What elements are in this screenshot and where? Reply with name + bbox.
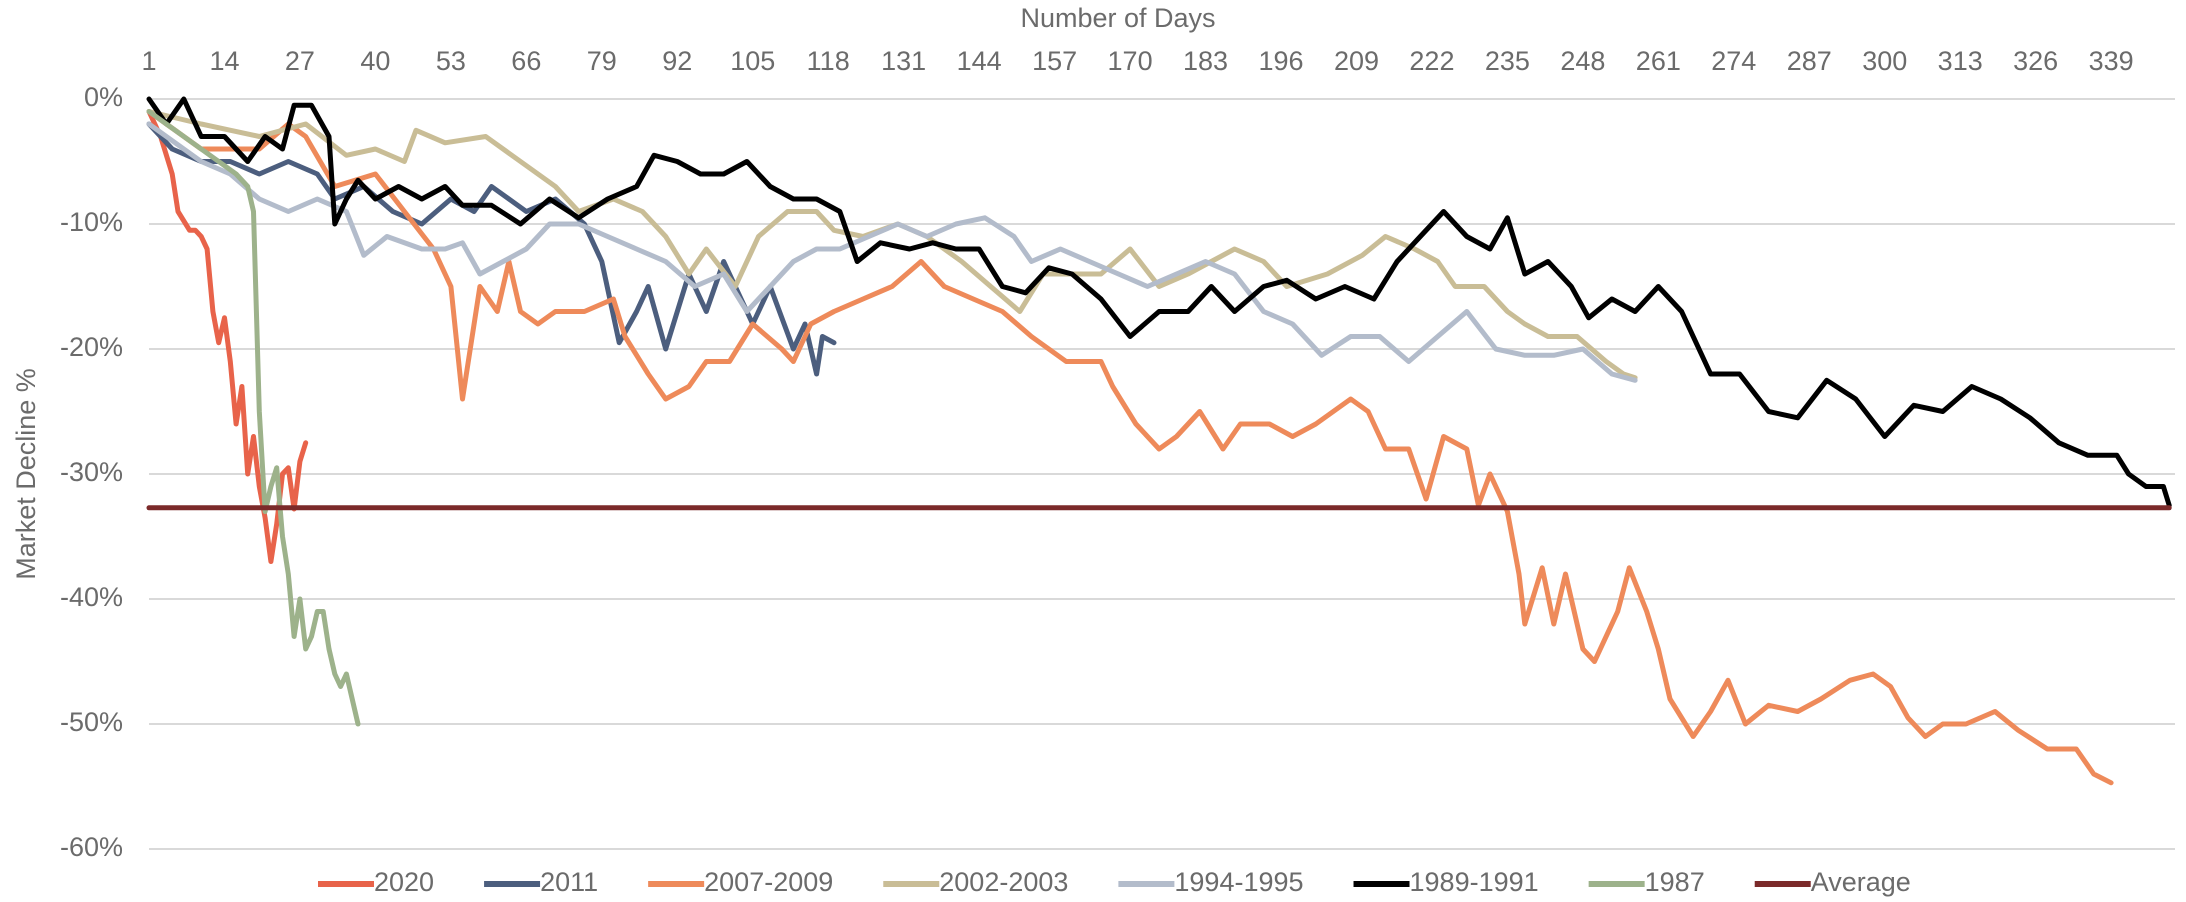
x-tick-label: 222	[1409, 46, 1454, 76]
x-tick-label: 274	[1711, 46, 1756, 76]
y-tick-label: -60%	[60, 832, 123, 862]
x-tick-label: 196	[1258, 46, 1303, 76]
y-tick-label: -30%	[60, 457, 123, 487]
series-line	[146, 96, 2172, 508]
y-tick-label: -40%	[60, 582, 123, 612]
legend-label: 2002-2003	[939, 867, 1068, 897]
x-tick-label: 92	[662, 46, 692, 76]
x-tick-label: 313	[1938, 46, 1983, 76]
x-tick-label: 66	[511, 46, 541, 76]
x-tick-label: 170	[1108, 46, 1153, 76]
x-tick-label: 300	[1862, 46, 1907, 76]
legend-label: 2007-2009	[704, 867, 833, 897]
x-tick-label: 261	[1636, 46, 1681, 76]
x-tick-label: 40	[360, 46, 390, 76]
x-tick-label: 144	[957, 46, 1002, 76]
legend-label: 2011	[540, 867, 598, 897]
series-line	[146, 109, 309, 564]
x-tick-label: 326	[2013, 46, 2058, 76]
x-tick-label: 157	[1032, 46, 1077, 76]
x-tick-label: 287	[1787, 46, 1832, 76]
x-tick-label: 14	[209, 46, 239, 76]
series-line	[146, 109, 361, 727]
y-tick-label: -20%	[60, 332, 123, 362]
x-axis-title: Number of Days	[1020, 3, 1215, 33]
legend-label: 2020	[374, 867, 434, 897]
x-tick-label: 105	[730, 46, 775, 76]
x-tick-label: 131	[881, 46, 926, 76]
series-line	[146, 121, 837, 377]
legend-label: 1987	[1645, 867, 1705, 897]
x-tick-label: 235	[1485, 46, 1530, 76]
x-tick-label: 183	[1183, 46, 1228, 76]
x-tick-label: 118	[807, 46, 850, 76]
x-tick-label: 209	[1334, 46, 1379, 76]
legend-label: Average	[1811, 867, 1911, 897]
x-tick-label: 248	[1560, 46, 1605, 76]
series-line	[146, 109, 1638, 381]
y-axis-title: Market Decline %	[11, 368, 41, 580]
x-tick-label: 27	[285, 46, 315, 76]
series-line	[146, 109, 2114, 786]
y-tick-label: -50%	[60, 707, 123, 737]
x-tick-label: 339	[2089, 46, 2134, 76]
x-tick-label: 53	[436, 46, 466, 76]
legend-label: 1994-1995	[1174, 867, 1303, 897]
legend-label: 1989-1991	[1410, 867, 1539, 897]
x-tick-label: 1	[141, 46, 156, 76]
y-tick-label: -10%	[60, 207, 123, 237]
y-tick-label: 0%	[84, 82, 123, 112]
x-tick-label: 79	[587, 46, 617, 76]
series-line	[146, 121, 1638, 383]
